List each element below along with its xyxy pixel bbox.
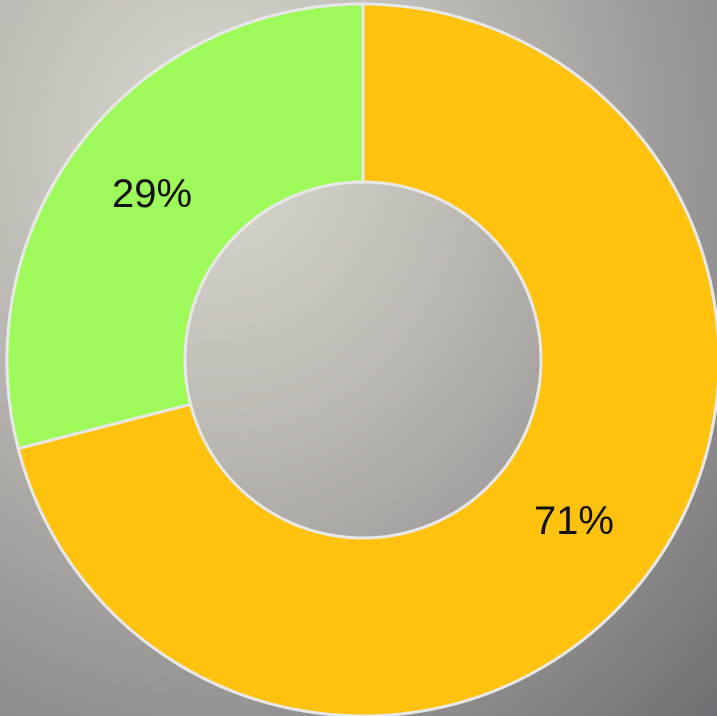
value-label: 71% — [534, 499, 614, 543]
donut-segment — [16, 2, 717, 716]
value-label: 29% — [112, 172, 192, 216]
donut-segment — [5, 2, 365, 451]
